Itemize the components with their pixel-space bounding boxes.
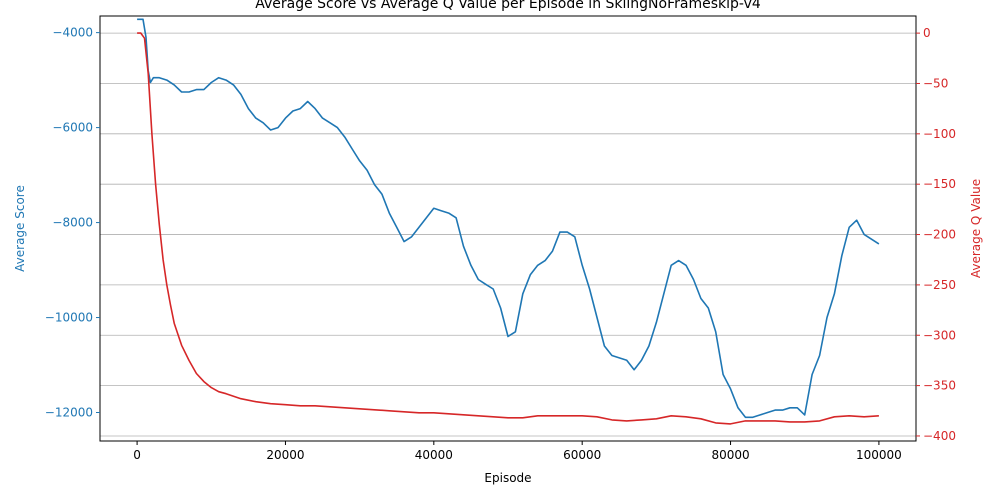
x-tick-label: 0 [133,448,141,462]
x-tick-label: 80000 [711,448,749,462]
left-y-axis: −12000 −10000 −8000 −6000 −4000 [45,26,100,420]
chart-title: Average Score vs Average Q Value per Epi… [255,0,761,12]
right-y-tick-label: −50 [923,76,948,90]
right-y-tick-label: −300 [923,328,956,342]
x-tick-label: 60000 [563,448,601,462]
plot-frame [99,15,917,442]
left-y-tick-label: −6000 [52,121,93,135]
right-y-tick-label: −100 [923,127,956,141]
series-line-average-q-value [137,32,879,425]
x-axis-label: Episode [484,471,531,485]
left-y-tick-label: −10000 [45,311,93,325]
right-y-tick-label: −250 [923,278,956,292]
grid-lines [100,32,916,437]
right-y-axis: −400 −350 −300 −250 −200 −150 −100 −50 0 [916,26,956,443]
right-y-axis-label: Average Q Value [969,179,983,278]
series-lines [137,18,880,425]
series-line-average-score [137,18,880,419]
x-tick-label: 20000 [266,448,304,462]
left-y-tick-label: −4000 [52,26,93,40]
left-y-axis-label: Average Score [13,185,27,272]
left-y-tick-label: −12000 [45,406,93,420]
right-y-tick-label: −150 [923,177,956,191]
x-tick-label: 40000 [415,448,453,462]
left-y-tick-label: −8000 [52,216,93,230]
x-tick-label: 100000 [856,448,902,462]
right-y-tick-label: −200 [923,228,956,242]
right-y-tick-label: −350 [923,379,956,393]
x-axis: 0 20000 40000 60000 80000 100000 [133,441,902,462]
right-y-tick-label: −400 [923,429,956,443]
right-y-tick-label: 0 [923,26,931,40]
